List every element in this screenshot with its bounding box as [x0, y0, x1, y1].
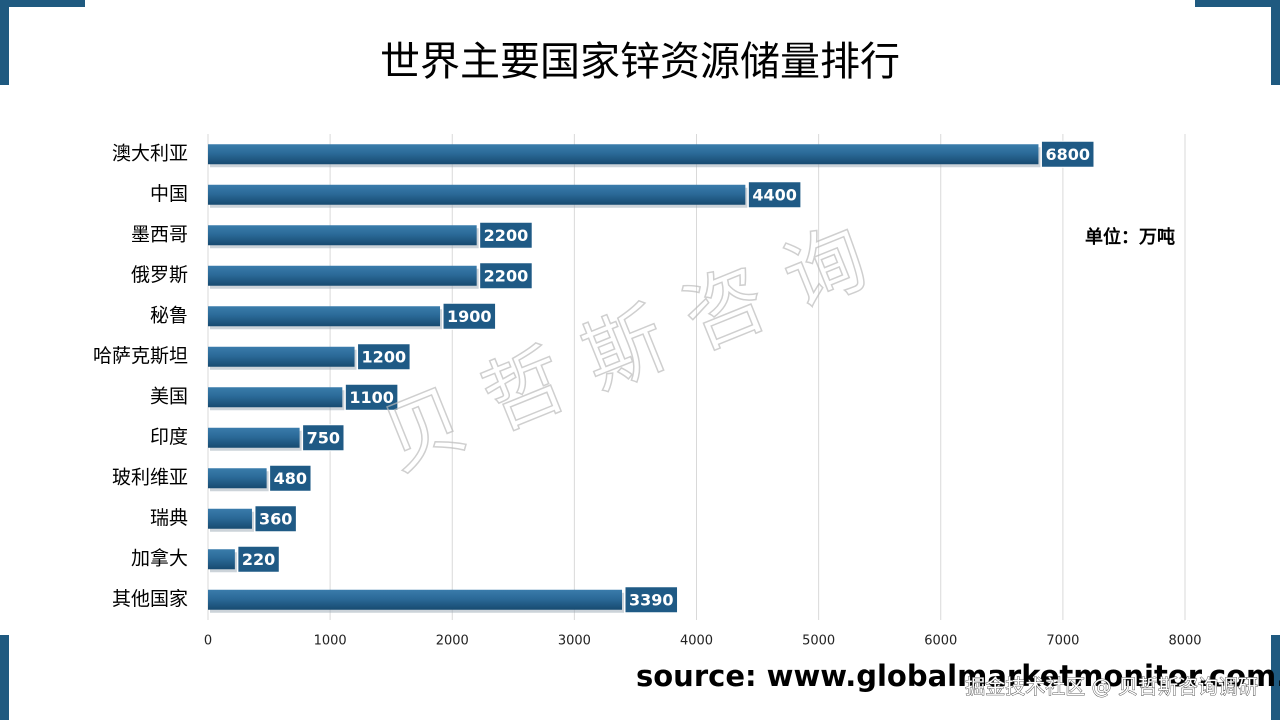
bar — [208, 468, 267, 489]
y-tick-label: 俄罗斯 — [131, 264, 188, 286]
value-label: 1100 — [349, 388, 394, 407]
value-label-box — [237, 545, 280, 573]
y-tick-label: 美国 — [150, 385, 188, 407]
value-label-box — [254, 505, 297, 533]
y-tick-label: 墨西哥 — [131, 223, 188, 245]
bar — [208, 225, 477, 246]
value-label: 3390 — [629, 590, 674, 609]
x-tick-label: 4000 — [680, 634, 713, 649]
bar — [208, 306, 441, 327]
value-label: 1900 — [447, 307, 492, 326]
value-label-box — [302, 424, 345, 452]
footer: 掘金技术社区 @ 贝哲斯咨询调研 — [965, 675, 1258, 699]
bar — [208, 184, 746, 205]
value-label: 480 — [274, 469, 307, 488]
x-tick-label: 8000 — [1168, 634, 1201, 649]
y-tick-label: 瑞典 — [150, 507, 188, 529]
y-tick-label: 哈萨克斯坦 — [93, 345, 188, 367]
y-tick-label: 印度 — [150, 426, 188, 448]
value-label: 220 — [242, 550, 275, 569]
plot-area: 0 1000 2000 3000 4000 5000 6000 7000 8000 澳大利亚 680… — [93, 134, 1202, 649]
y-tick-label: 加拿大 — [131, 546, 188, 569]
y-tick-label: 玻利维亚 — [112, 466, 188, 488]
y-tick-label: 澳大利亚 — [112, 142, 188, 164]
x-tick-label: 2000 — [436, 634, 469, 649]
bar — [208, 265, 477, 286]
value-label-box — [747, 181, 802, 209]
value-label: 1200 — [362, 347, 407, 366]
chart-title: 世界主要国家锌资源储量排行 — [380, 39, 900, 85]
value-label-box — [624, 586, 679, 614]
source: source: www.globalmarketmonitor.com.cn — [636, 659, 1280, 693]
x-tick-label: 7000 — [1046, 634, 1079, 649]
value-label-box — [269, 464, 312, 492]
value-label-box — [357, 343, 411, 371]
value-label: 2200 — [484, 226, 529, 245]
value-label: 360 — [259, 509, 292, 528]
bar — [208, 508, 252, 529]
value-label: 6800 — [1045, 145, 1090, 164]
value-label-box — [344, 383, 399, 411]
x-tick-label: 3000 — [558, 634, 591, 649]
value-label: 2200 — [484, 266, 529, 285]
y-tick-label: 秘鲁 — [150, 304, 188, 326]
bar — [208, 427, 300, 448]
bar — [208, 387, 343, 408]
bar — [208, 346, 355, 367]
bar — [208, 589, 623, 610]
value-label-box — [442, 302, 497, 330]
y-tick-label: 其他国家 — [112, 588, 188, 610]
x-tick-label: 0 — [204, 634, 212, 649]
unit-label: 单位：万吨 — [1085, 226, 1175, 248]
value-label-box — [479, 262, 533, 290]
bar — [208, 549, 235, 570]
bar — [208, 144, 1039, 165]
value-label: 750 — [307, 428, 340, 447]
value-label-box — [479, 221, 533, 249]
x-tick-label: 5000 — [802, 634, 835, 649]
x-tick-label: 1000 — [314, 634, 347, 649]
x-tick-label: 6000 — [924, 634, 957, 649]
value-label: 4400 — [752, 185, 797, 204]
y-tick-label: 中国 — [150, 183, 188, 205]
value-label-box — [1040, 140, 1095, 168]
